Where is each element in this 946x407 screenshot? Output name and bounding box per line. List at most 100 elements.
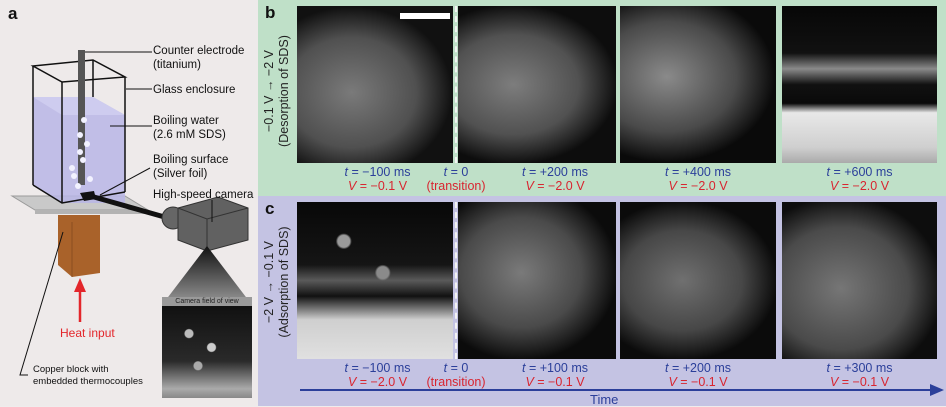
time-symbol: t	[664, 165, 669, 179]
copper-block-label-2: embedded thermocouples	[33, 376, 143, 387]
transition-divider-c	[455, 202, 457, 359]
voltage-symbol: V	[829, 375, 839, 389]
voltage-symbol: V	[347, 375, 357, 389]
voltage-value: = −0.1 V	[838, 375, 890, 389]
counter-electrode-label: Counter electrode	[153, 45, 245, 57]
voltage-value: = −0.1 V	[356, 179, 408, 193]
caption-b-4: t = +600 ms V = −2.0 V	[782, 165, 937, 193]
heat-input-label: Heat input	[60, 326, 115, 340]
bubbles-icon	[69, 117, 93, 189]
voltage-symbol: V	[668, 179, 677, 193]
time-value: = +300 ms	[829, 361, 893, 375]
transition-note: (transition)	[426, 179, 486, 193]
time-value: = +100 ms	[525, 361, 589, 375]
time-axis-line	[300, 389, 940, 391]
time-axis-label: Time	[590, 392, 619, 407]
callout-counter-electrode: Counter electrode (titanium)	[153, 44, 244, 72]
callout-boiling-surface: Boiling surface (Silver foil)	[153, 153, 228, 181]
frame-b-1-image	[297, 6, 453, 163]
row-label-c-voltage: −2 V → −0.1 V	[262, 241, 276, 323]
frame-b-3-image	[620, 6, 776, 163]
row-label-b-voltage: −0.1 V → −2 V	[262, 50, 276, 132]
voltage-symbol: V	[829, 179, 839, 193]
time-symbol: t	[521, 361, 526, 375]
time-value: = −100 ms	[347, 361, 411, 375]
caption-b-3: t = +400 ms V = −2.0 V	[620, 165, 776, 193]
time-value: = +200 ms	[668, 361, 732, 375]
time-arrow-icon	[930, 384, 944, 396]
voltage-value: = −2.0 V	[533, 179, 585, 193]
caption-c-2: t = +100 ms V = −0.1 V	[495, 361, 615, 389]
time-value: = +200 ms	[525, 165, 589, 179]
time-symbol: t	[826, 165, 830, 179]
voltage-value: = −0.1 V	[533, 375, 585, 389]
time-symbol: t	[344, 361, 348, 375]
voltage-value: = −0.1 V	[676, 375, 728, 389]
high-speed-camera-icon	[177, 196, 249, 252]
camera-fov-banner: Camera field of view	[162, 297, 252, 306]
caption-b-transition: t = 0 (transition)	[420, 165, 492, 193]
heat-input-arrow-icon	[74, 278, 86, 292]
time-value: = −100 ms	[347, 165, 411, 179]
time-symbol: t	[443, 165, 448, 179]
frame-c-2-image	[458, 202, 616, 359]
time-symbol: t	[826, 361, 830, 375]
frame-b-2-image	[458, 6, 616, 163]
caption-c-1: t = −100 ms V = −2.0 V	[300, 361, 455, 389]
boiling-surface-label: Boiling surface	[153, 154, 229, 166]
field-of-view-cone-icon	[162, 246, 252, 305]
voltage-value: = −2.0 V	[356, 375, 408, 389]
callout-copper-block: Copper block with embedded thermocouples	[33, 364, 143, 388]
apparatus-diagram	[10, 50, 252, 376]
caption-c-3: t = +200 ms V = −0.1 V	[620, 361, 776, 389]
voltage-symbol: V	[347, 179, 357, 193]
time-symbol: t	[443, 361, 448, 375]
camera-fov-label: Camera field of view	[175, 298, 239, 305]
voltage-symbol: V	[525, 179, 534, 193]
voltage-symbol: V	[668, 375, 677, 389]
glass-enclosure-icon	[30, 59, 128, 204]
camera-arm-icon	[93, 194, 169, 221]
boiling-surface-material-label: (Silver foil)	[153, 168, 208, 180]
scale-bar	[400, 13, 450, 19]
caption-b-2: t = +200 ms V = −2.0 V	[495, 165, 615, 193]
caption-c-transition: t = 0 (transition)	[420, 361, 492, 389]
silver-foil-icon	[80, 191, 96, 201]
voltage-value: = −2.0 V	[838, 179, 890, 193]
time-symbol: t	[344, 165, 348, 179]
row-label-c-process: (Adsorption of SDS)	[277, 226, 291, 338]
time-value: = +600 ms	[829, 165, 893, 179]
voltage-value: = −2.0 V	[676, 179, 728, 193]
row-label-c: −2 V → −0.1 V (Adsorption of SDS)	[262, 202, 294, 362]
copper-block-label-1: Copper block with	[33, 364, 109, 375]
time-symbol: t	[521, 165, 526, 179]
counter-electrode-icon	[78, 50, 85, 185]
panel-a-setup-schematic: a	[0, 0, 258, 406]
panel-letter-a: a	[8, 4, 18, 23]
time-value: = 0	[447, 361, 469, 375]
frame-c-3-image	[620, 202, 776, 359]
panel-letter-c: c	[265, 199, 275, 218]
time-value: = +400 ms	[668, 165, 732, 179]
boiling-water-solution-label: (2.6 mM SDS)	[153, 129, 226, 141]
callout-glass-enclosure: Glass enclosure	[153, 84, 236, 96]
counter-electrode-material-label: (titanium)	[153, 59, 201, 71]
time-symbol: t	[664, 361, 669, 375]
callout-high-speed-camera: High-speed camera	[153, 189, 254, 201]
copper-block-icon	[58, 215, 100, 277]
camera-fov-image	[162, 306, 252, 398]
transition-divider-b	[455, 6, 457, 163]
caption-b-1: t = −100 ms V = −0.1 V	[300, 165, 455, 193]
caption-c-4: t = +300 ms V = −0.1 V	[782, 361, 937, 389]
voltage-symbol: V	[525, 375, 534, 389]
time-value: = 0	[447, 165, 469, 179]
panel-letter-b: b	[265, 3, 276, 22]
row-label-b-process: (Desorption of SDS)	[277, 35, 291, 147]
frame-c-1-image	[297, 202, 453, 359]
callout-boiling-water: Boiling water (2.6 mM SDS)	[153, 114, 226, 142]
transition-note: (transition)	[426, 375, 486, 389]
row-label-b: −0.1 V → −2 V (Desorption of SDS)	[262, 11, 294, 171]
frame-b-4-image	[782, 6, 937, 163]
frame-c-4-image	[782, 202, 937, 359]
boiling-water-label: Boiling water	[153, 115, 219, 127]
